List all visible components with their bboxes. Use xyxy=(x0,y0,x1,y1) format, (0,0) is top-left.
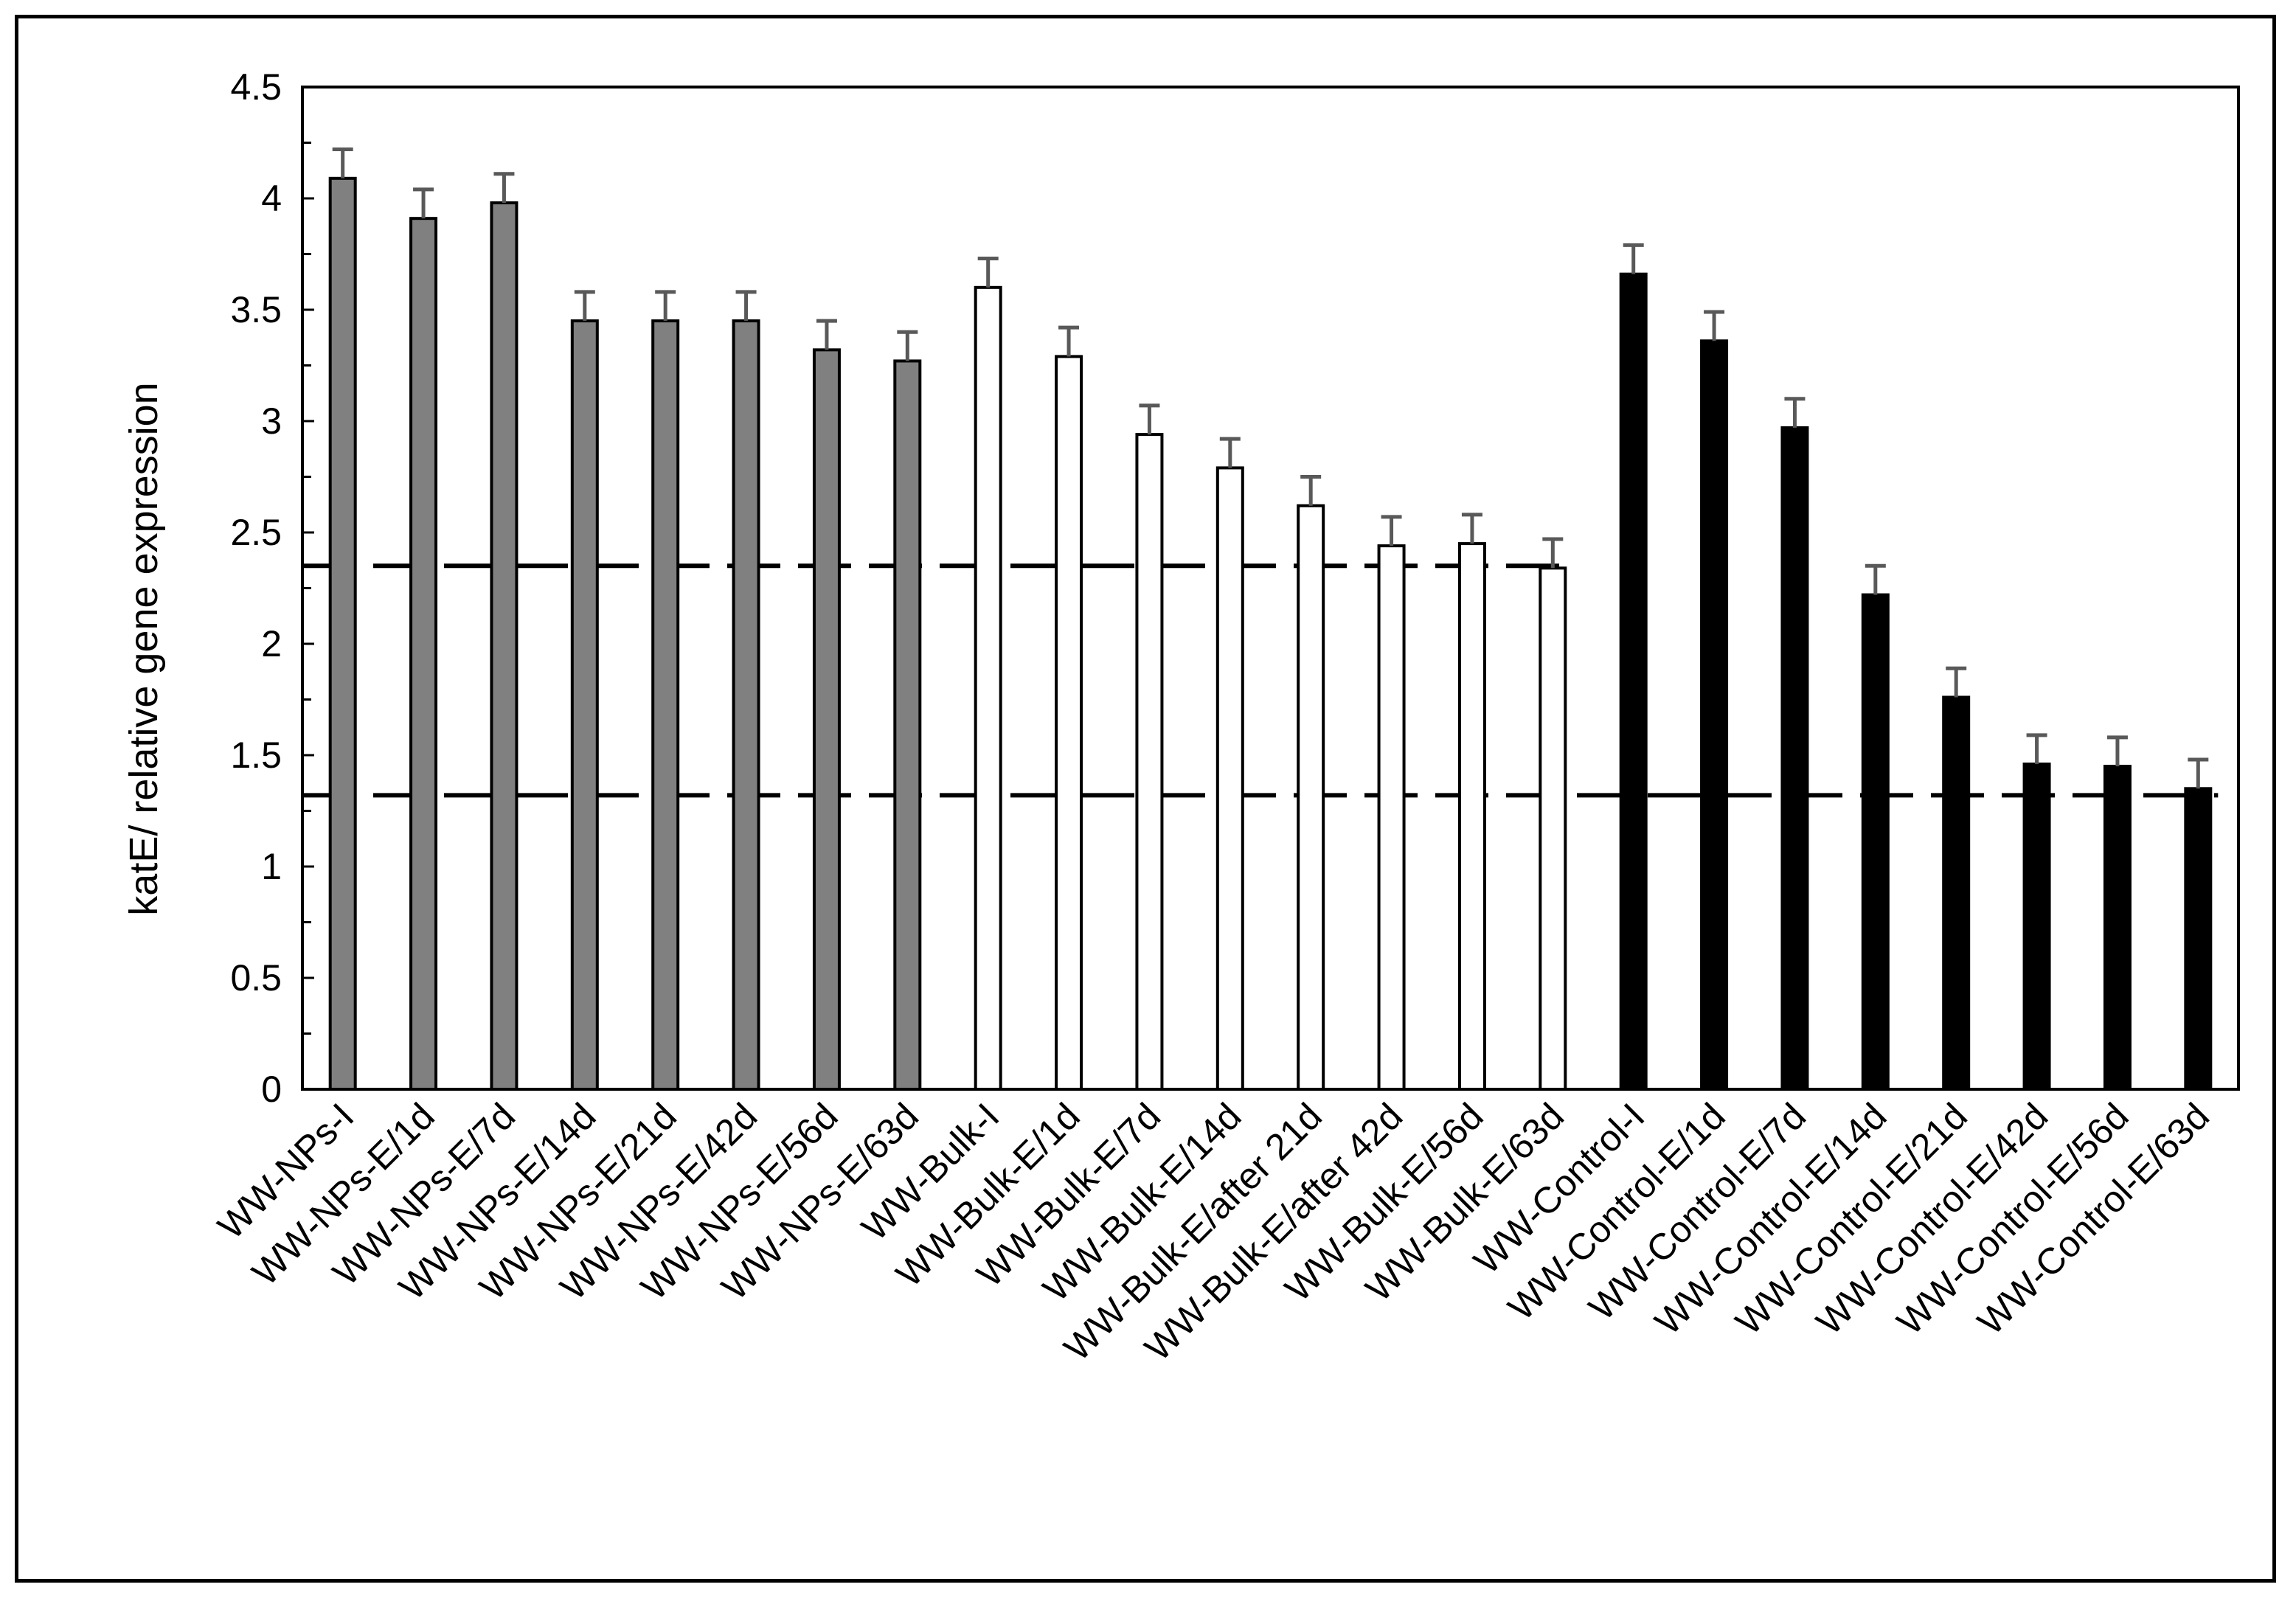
y-tick-label: 4.5 xyxy=(230,66,282,108)
bar xyxy=(1540,568,1565,1089)
y-tick-labels: 0 0.5 1 1.5 2 2.5 3 3.5 4 4.5 xyxy=(230,66,282,1110)
y-tick-label: 2.5 xyxy=(230,512,282,553)
bar xyxy=(1702,341,1727,1089)
bar xyxy=(572,321,597,1089)
bar xyxy=(1056,356,1081,1089)
bar-chart: 0 0.5 1 1.5 2 2.5 3 3.5 4 4.5 WW-NPs-IWW-NPs-E/1d… xyxy=(18,18,2272,1579)
error-bars xyxy=(333,150,2209,789)
y-tick-label: 0 xyxy=(261,1069,282,1110)
bar xyxy=(1782,428,1807,1089)
bars xyxy=(330,178,2211,1089)
y-tick-label: 3 xyxy=(261,400,282,442)
y-tick-label: 2 xyxy=(261,623,282,664)
bar xyxy=(1460,544,1485,1089)
bar xyxy=(1863,595,1888,1089)
bar xyxy=(1621,274,1646,1089)
bar xyxy=(411,218,436,1089)
y-tick-label: 0.5 xyxy=(230,957,282,999)
bar xyxy=(2105,766,2130,1089)
bar xyxy=(1298,506,1323,1089)
bar xyxy=(2185,788,2210,1089)
bar xyxy=(1379,546,1404,1089)
y-tick-label: 1 xyxy=(261,846,282,887)
y-tick-label: 3.5 xyxy=(230,289,282,330)
bar xyxy=(2025,764,2050,1089)
bar xyxy=(1137,434,1162,1089)
category-labels: WW-NPs-IWW-NPs-E/1dWW-NPs-E/7dWW-NPs-E/1… xyxy=(210,1095,2217,1369)
y-axis-title: katE/ relative gene expression xyxy=(122,382,166,915)
bar xyxy=(734,321,759,1089)
bar xyxy=(330,178,356,1089)
y-tick-label: 4 xyxy=(261,178,282,219)
bar xyxy=(976,288,1001,1089)
bar xyxy=(1218,468,1243,1089)
bar xyxy=(895,361,920,1089)
chart-frame: 0 0.5 1 1.5 2 2.5 3 3.5 4 4.5 WW-NPs-I WW-NPs-E/1d… xyxy=(15,15,2276,1583)
bar xyxy=(653,321,678,1089)
bar xyxy=(1943,697,1969,1089)
bar xyxy=(814,350,839,1089)
bar xyxy=(491,203,516,1089)
y-tick-label: 1.5 xyxy=(230,735,282,776)
